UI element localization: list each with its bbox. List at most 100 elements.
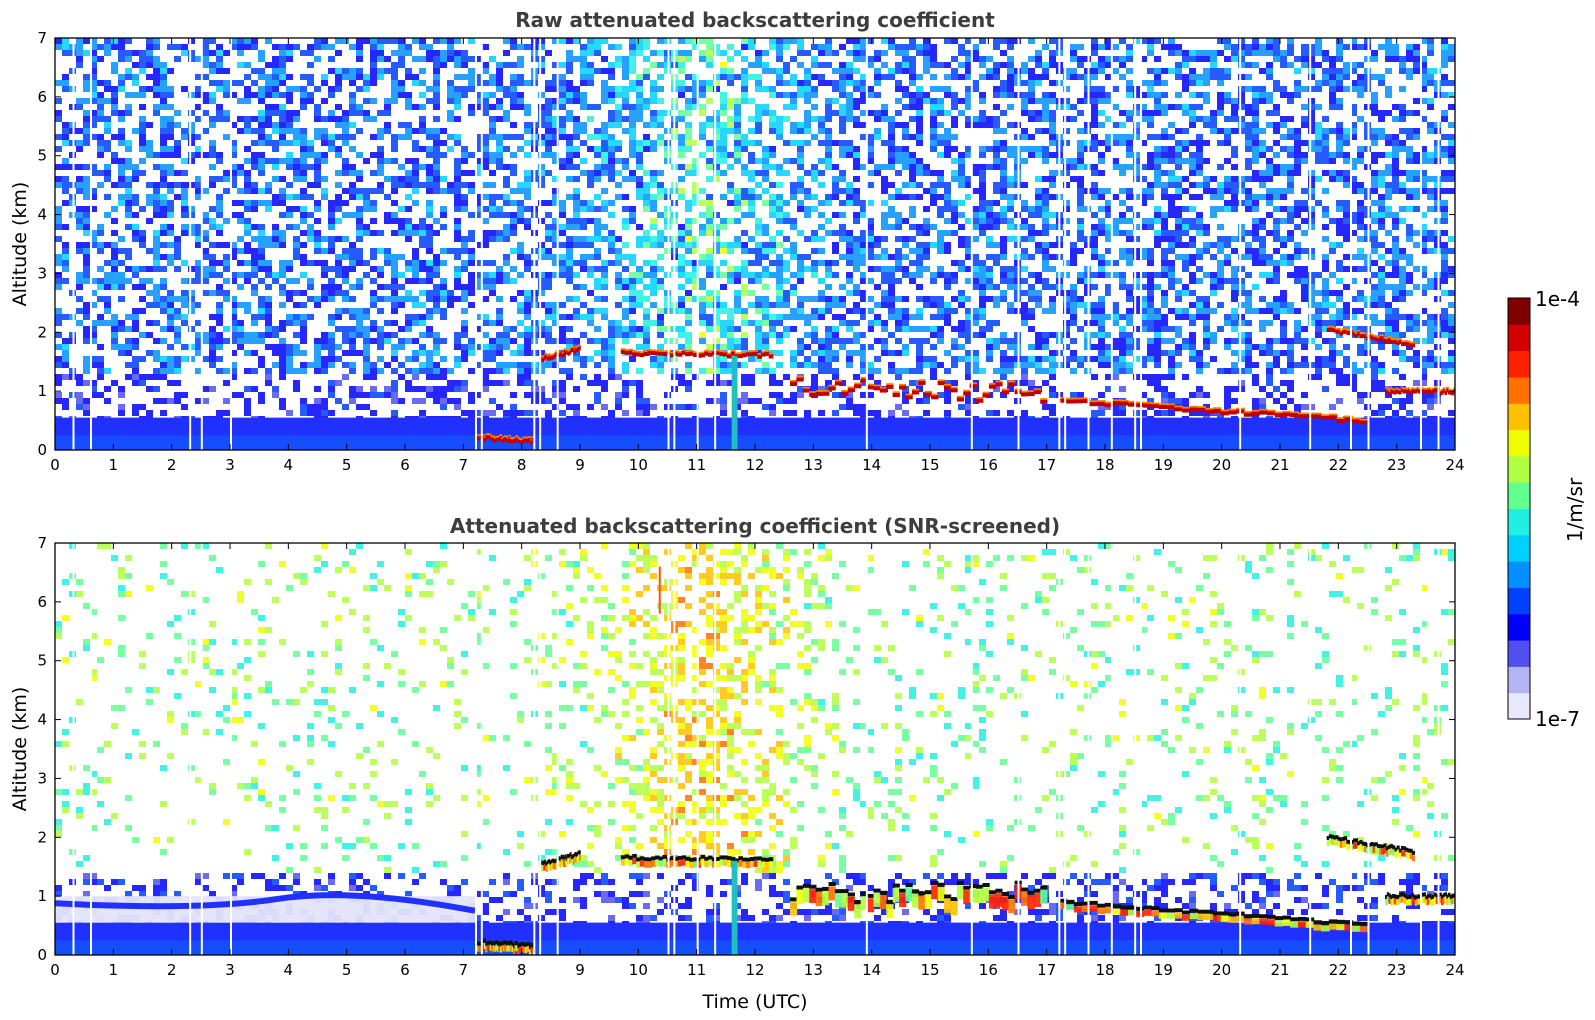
data-gap-line [1309,38,1312,450]
colorbar-swatch [1508,692,1530,720]
data-gap-line [1309,543,1312,955]
x-tick-label: 0 [50,456,60,474]
raw-y-axis-label: Altitude (km) [9,182,31,307]
x-tick-label: 11 [687,961,706,979]
x-tick-label: 14 [862,456,881,474]
y-tick-label: 7 [37,534,47,552]
x-tick-label: 19 [1154,961,1173,979]
panel-screened: Attenuated backscattering coefficient (S… [9,514,1465,1013]
y-tick-label: 6 [37,88,47,106]
data-gap-line [1239,38,1242,450]
data-gap-line [970,38,973,450]
colorbar-min-label: 1e-7 [1535,707,1580,731]
cloud-layer-mark [475,433,535,445]
panel-raw-title: Raw attenuated backscattering coefficien… [515,8,995,32]
colorbar-swatch [1508,534,1530,562]
x-tick-label: 20 [1212,961,1231,979]
data-gap-line [1017,543,1020,955]
data-gap-line [1064,38,1067,450]
colorbar-swatch [1508,298,1530,325]
y-tick-label: 5 [37,147,47,165]
x-axis-label: Time (UTC) [701,991,807,1013]
colorbar-swatches [1508,298,1530,720]
colorbar-swatch [1508,666,1530,694]
data-gap-line [1110,38,1113,450]
cloud-layer-mark [731,860,738,955]
data-gap-line [673,543,676,955]
cloud-layer-mark [620,853,774,869]
y-tick-label: 3 [37,264,47,282]
colorbar-swatch [1508,429,1530,457]
cloud-layer-mark [790,375,1048,404]
x-tick-label: 12 [745,456,764,474]
y-tick-label: 0 [37,946,47,964]
x-tick-label: 1 [109,961,119,979]
x-tick-label: 23 [1387,961,1406,979]
data-gap-line [1437,543,1440,955]
x-tick-label: 9 [575,961,585,979]
cloud-layer-mark [731,355,738,450]
x-tick-label: 10 [629,961,648,979]
data-gap-line [533,38,536,450]
data-gap-line [90,543,92,955]
data-gap-line [1017,38,1020,450]
data-gap-line [475,543,477,955]
x-tick-label: 18 [1095,456,1114,474]
cloud-layer-mark [620,348,774,359]
x-tick-label: 24 [1445,456,1464,474]
y-tick-label: 6 [37,593,47,611]
x-tick-label: 8 [517,456,527,474]
data-gap-line [90,38,92,450]
colorbar-swatch [1508,508,1530,536]
screened-heatmap-field [55,543,1455,955]
x-tick-label: 16 [979,456,998,474]
data-gap-line [1350,38,1352,450]
x-tick-label: 10 [629,456,648,474]
y-tick-label: 5 [37,652,47,670]
data-gap-line [1058,543,1061,955]
data-gap-line [1110,543,1113,955]
x-tick-label: 19 [1154,456,1173,474]
data-gap-line [1064,543,1067,955]
cloud-layer-mark [55,892,476,923]
data-gap-line [1058,38,1061,450]
data-gap-line [556,38,559,450]
colorbar-swatch [1508,640,1530,667]
screened-y-axis-label: Altitude (km) [9,687,31,812]
data-gap-line [1140,38,1142,450]
x-tick-label: 13 [804,961,823,979]
colorbar-swatch [1508,455,1530,483]
x-tick-label: 5 [342,961,352,979]
data-gap-line [865,543,868,955]
colorbar-frame [1507,297,1531,720]
colorbar: 1e-4 1e-7 1/m/sr [1507,287,1587,731]
y-tick-label: 4 [37,711,47,729]
data-gap-line [1239,543,1242,955]
data-gap-line [1140,543,1142,955]
x-tick-label: 6 [400,456,410,474]
data-gap-line [556,543,559,955]
data-gap-line [533,543,536,955]
data-gap-line [480,543,483,955]
colorbar-unit-label: 1/m/sr [1563,477,1587,542]
x-tick-label: 4 [284,961,294,979]
y-tick-label: 7 [37,29,47,47]
panel-screened-title: Attenuated backscattering coefficient (S… [450,514,1060,538]
x-tick-label: 22 [1329,456,1348,474]
x-tick-label: 0 [50,961,60,979]
data-gap-line [1134,543,1137,955]
raw-heatmap-field [55,38,1455,450]
data-gap-line [200,543,203,955]
x-tick-label: 17 [1037,456,1056,474]
panel-raw: Raw attenuated backscattering coefficien… [9,8,1465,474]
colorbar-swatch [1508,561,1530,588]
data-gap-line [230,543,232,955]
x-tick-label: 22 [1329,961,1348,979]
colorbar-swatch [1508,403,1530,431]
x-tick-label: 8 [517,961,527,979]
data-gap-line [1087,38,1090,450]
colorbar-swatch [1508,324,1530,352]
colorbar-swatch [1508,376,1530,404]
y-tick-label: 2 [37,828,47,846]
